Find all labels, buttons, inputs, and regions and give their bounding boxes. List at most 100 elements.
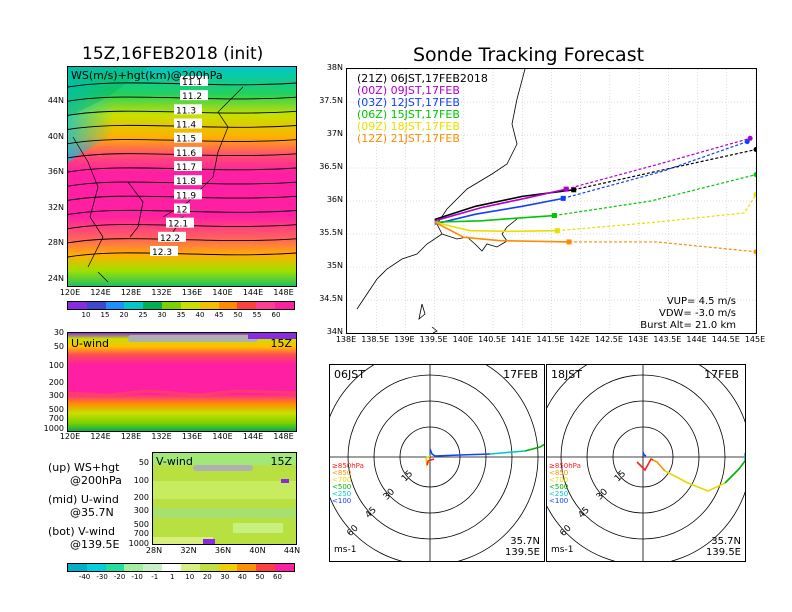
polar-right-unit: ms-1 bbox=[551, 545, 574, 555]
ws-colorbar-swatch bbox=[237, 302, 257, 309]
polar-level-label: ≥850hPa bbox=[332, 462, 364, 470]
v-wind-pressure-tick: 700 bbox=[133, 529, 149, 538]
ws-panel-title: 15Z,16FEB2018 (init) bbox=[82, 44, 264, 64]
track-lon-tick: 138.5E bbox=[361, 335, 390, 344]
track-series-marker bbox=[563, 186, 569, 192]
track-series-endpoint bbox=[744, 139, 750, 145]
ws-colorbar-labels: 10 15 20 25 30 35 40 45 50 55 60 bbox=[67, 301, 295, 321]
polar-level-label: ≥850hPa bbox=[549, 462, 581, 470]
ws-contour-label-bg bbox=[174, 175, 202, 186]
ws-contour-label: 11.7 bbox=[176, 163, 196, 173]
track-lon-tick: 142E bbox=[569, 335, 590, 344]
ws-colorbar bbox=[67, 301, 295, 313]
polar-level-label: <500 bbox=[332, 483, 352, 491]
ws-colorbar-label: 40 bbox=[195, 311, 205, 319]
track-lon-tick: 140E bbox=[452, 335, 474, 344]
ws-map-panel: 11.1 11.2 11.3 11.4 11.5 11.6 11.7 11.8 11.9 12 12… bbox=[67, 66, 297, 287]
polar-level-label: <250 bbox=[332, 490, 352, 498]
v-wind-lat-tick: 36N bbox=[214, 546, 232, 555]
polar-level-label: <100 bbox=[549, 497, 569, 505]
ws-lon-tick: 144E bbox=[242, 288, 264, 297]
v-wind-pressure-tick: 300 bbox=[133, 506, 149, 515]
track-legend-entry: (03Z) 12JST,17FEB bbox=[357, 96, 460, 109]
u-wind-lon-tick: 144E bbox=[242, 432, 264, 441]
v-colorbar-swatch bbox=[124, 564, 144, 571]
v-colorbar-swatch bbox=[105, 564, 125, 571]
ws-colorbar-label: 10 bbox=[81, 311, 91, 319]
v-colorbar-swatch bbox=[68, 564, 87, 571]
hodograph-segment bbox=[524, 443, 544, 452]
hodograph-segment bbox=[664, 470, 726, 492]
track-lat-tick: 35N bbox=[326, 261, 343, 270]
track-legend-entry: (06Z) 15JST,17FEB bbox=[357, 108, 460, 121]
ws-contour-label: 11.5 bbox=[176, 135, 196, 145]
ws-contour-line bbox=[68, 153, 296, 159]
ws-colorbar-label: 20 bbox=[119, 311, 129, 319]
u-wind-pressure-tick: 30 bbox=[53, 328, 64, 337]
ws-colorbar-swatch bbox=[180, 302, 200, 309]
ws-lon-tick: 140E bbox=[212, 288, 233, 297]
u-wind-panel: U-wind 15Z bbox=[67, 332, 297, 432]
track-legend-entry: (00Z) 09JST,17FEB bbox=[357, 84, 460, 97]
ws-contour-label-bg bbox=[158, 231, 186, 242]
v-wind-lat-tick: 32N bbox=[180, 546, 197, 555]
ws-contour-line bbox=[68, 167, 296, 173]
u-wind-pressure-tick: 100 bbox=[48, 361, 64, 370]
ws-colorbar-swatch bbox=[86, 302, 106, 309]
track-lon-tick: 141E bbox=[511, 335, 532, 344]
track-series-marker bbox=[560, 195, 566, 201]
ws-contour-label-bg bbox=[174, 118, 202, 129]
ws-contour-label-bg bbox=[174, 189, 202, 200]
track-series-line bbox=[434, 197, 564, 225]
ws-contour-label: 11.6 bbox=[176, 149, 196, 159]
ws-colorbar-swatch bbox=[124, 302, 144, 309]
track-series-marker bbox=[554, 228, 560, 234]
ws-colorbar-label: 55 bbox=[252, 311, 262, 319]
polar-level-label: <850 bbox=[332, 469, 352, 477]
polar-left-lat: 35.7N bbox=[510, 536, 540, 547]
hodograph-segment bbox=[425, 455, 431, 468]
ws-contour-label-bg bbox=[174, 146, 202, 157]
ws-contour-line bbox=[68, 124, 296, 130]
u-wind-lon-tick: 120E bbox=[59, 432, 81, 441]
track-lon-tick: 144.5E bbox=[711, 335, 740, 344]
ws-contour-line bbox=[68, 96, 296, 102]
v-colorbar-label: -40 bbox=[78, 573, 91, 581]
ws-contour-label-bg bbox=[174, 161, 202, 171]
u-wind-lon-tick: 140E bbox=[212, 432, 233, 441]
track-panel: (21Z) 06JST,17FEB2018 (00Z) 09JST,17FEB (0… bbox=[346, 68, 757, 334]
ws-colorbar-swatch bbox=[105, 302, 125, 309]
track-series-line bbox=[434, 188, 567, 222]
ws-colorbar-swatch bbox=[143, 302, 163, 309]
note-up-line2: @200hPa bbox=[70, 474, 122, 487]
track-lon-tick: 138E bbox=[335, 335, 357, 344]
hodograph-segment bbox=[642, 451, 647, 457]
v-wind-label: V-wind bbox=[156, 455, 193, 468]
polar-ring-label: 60 bbox=[558, 523, 573, 538]
note-mid-line2: @35.7N bbox=[70, 506, 114, 519]
ws-map-svg: 11.1 11.2 11.3 11.4 11.5 11.6 11.7 11.8 11.9 12 12… bbox=[68, 67, 296, 286]
ws-contour-label-bg bbox=[150, 246, 178, 256]
v-colorbar-swatch bbox=[199, 564, 219, 571]
track-lon-tick: 140.5E bbox=[478, 335, 507, 344]
polar-left-unit: ms-1 bbox=[334, 545, 357, 555]
polar-level-label: <700 bbox=[549, 476, 569, 484]
v-colorbar bbox=[67, 563, 295, 572]
track-lon-tick: 142.5E bbox=[594, 335, 623, 344]
ws-colorbar-swatch bbox=[218, 302, 238, 309]
u-wind-lon-tick: 136E bbox=[181, 432, 203, 441]
track-legend-entry: (21Z) 06JST,17FEB2018 bbox=[357, 72, 488, 85]
track-legend-entry: (12Z) 21JST,17FEB bbox=[357, 132, 460, 145]
track-lat-tick: 36N bbox=[326, 195, 343, 204]
ws-contour-label: 11.4 bbox=[176, 121, 196, 131]
vdw-text: VDW= -3.0 m/s bbox=[659, 308, 736, 319]
u-wind-lon-tick: 124E bbox=[90, 432, 111, 441]
ws-lat-tick: 24N bbox=[47, 273, 64, 283]
track-series-line bbox=[434, 214, 555, 223]
u-wind-svg bbox=[68, 333, 296, 431]
v-colorbar-label: -30 bbox=[96, 573, 108, 581]
note-mid-line1: (mid) U-wind bbox=[48, 493, 119, 506]
ws-lon-tick: 148E bbox=[273, 288, 294, 297]
v-colorbar-swatch bbox=[180, 564, 200, 571]
